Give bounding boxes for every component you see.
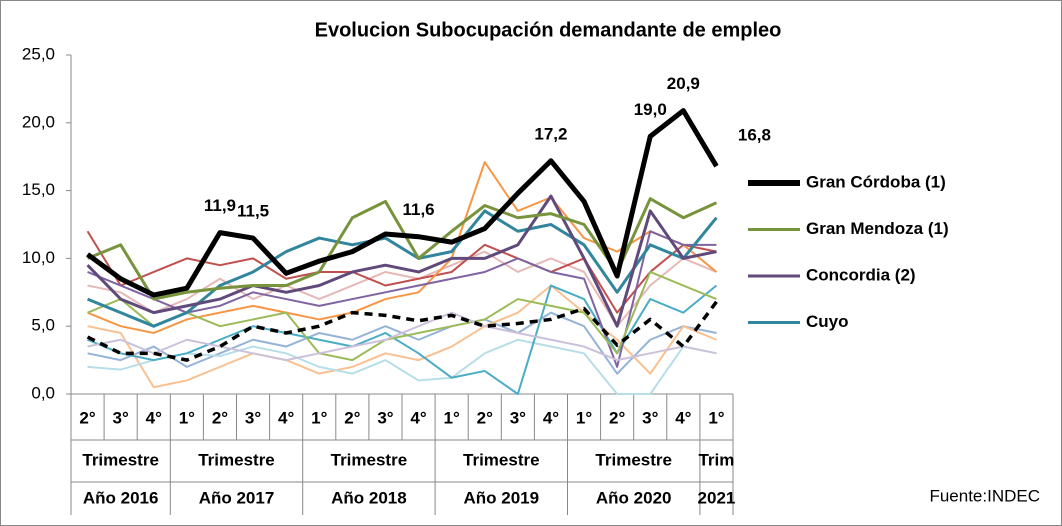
y-tick-label: 0,0 — [31, 383, 55, 402]
x-tick-label: 3° — [642, 408, 658, 427]
x-tick-label: 1° — [708, 408, 724, 427]
data-label: 11,9 — [204, 196, 236, 215]
series-line — [86, 194, 717, 328]
legend-label: Concordia (2) — [806, 265, 916, 284]
legend-label: Cuyo — [806, 312, 849, 331]
legend-label: Gran Mendoza (1) — [806, 219, 949, 238]
x-tick-label: 2° — [212, 408, 228, 427]
y-tick-label: 10,0 — [22, 248, 55, 267]
x-tick-label: 1° — [311, 408, 327, 427]
x-tick-label: 2° — [609, 408, 625, 427]
background-line — [87, 161, 718, 334]
group-label: Trim — [698, 450, 734, 469]
year-label: Año 2016 — [83, 488, 159, 507]
x-tick-label: 3° — [113, 408, 129, 427]
group-label: Trimestre — [198, 450, 275, 469]
data-label: 16,8 — [738, 126, 771, 145]
x-tick-label: 3° — [510, 408, 526, 427]
x-tick-label: 1° — [444, 408, 460, 427]
series-line — [86, 108, 719, 298]
background-line — [87, 338, 717, 395]
background-line — [87, 284, 717, 389]
data-label: 17,2 — [534, 124, 567, 143]
x-tick-label: 3° — [377, 408, 393, 427]
data-label: 11,5 — [237, 202, 269, 221]
series-line — [86, 209, 718, 328]
year-label: Año 2017 — [199, 488, 275, 507]
x-tick-label: 4° — [146, 408, 162, 427]
y-tick-label: 20,0 — [22, 112, 55, 131]
x-tick-label: 2° — [344, 408, 360, 427]
x-tick-label: 4° — [278, 408, 294, 427]
y-tick-label: 5,0 — [31, 316, 55, 335]
x-tick-label: 4° — [543, 408, 559, 427]
year-label: Año 2018 — [331, 488, 407, 507]
y-tick-label: 25,0 — [22, 44, 55, 63]
data-label: 19,0 — [634, 100, 667, 119]
background-line — [87, 270, 717, 362]
x-tick-label: 4° — [410, 408, 426, 427]
year-label: Año 2020 — [596, 488, 672, 507]
group-label: Trimestre — [463, 450, 540, 469]
x-tick-label: 2° — [79, 408, 95, 427]
background-line — [86, 230, 717, 314]
source: Fuente:INDEC — [929, 486, 1040, 505]
background-line — [87, 311, 717, 362]
year-label: Año 2019 — [464, 488, 540, 507]
x-tick-label: 1° — [179, 408, 195, 427]
group-label: Trimestre — [82, 450, 159, 469]
x-tick-label: 3° — [245, 408, 261, 427]
group-label: Trimestre — [331, 450, 408, 469]
x-tick-label: 2° — [477, 408, 493, 427]
y-tick-label: 15,0 — [22, 180, 55, 199]
year-label: 2021 — [698, 488, 736, 507]
data-label: 20,9 — [667, 74, 700, 93]
background-line — [87, 284, 718, 395]
x-tick-label: 4° — [675, 408, 691, 427]
data-label: 11,6 — [402, 200, 434, 219]
background-line — [87, 230, 717, 368]
x-tick-label: 1° — [576, 408, 592, 427]
chart-title: Evolucion Subocupación demandante de emp… — [315, 19, 782, 41]
group-label: Trimestre — [595, 450, 672, 469]
legend-label: Gran Córdoba (1) — [806, 172, 946, 191]
